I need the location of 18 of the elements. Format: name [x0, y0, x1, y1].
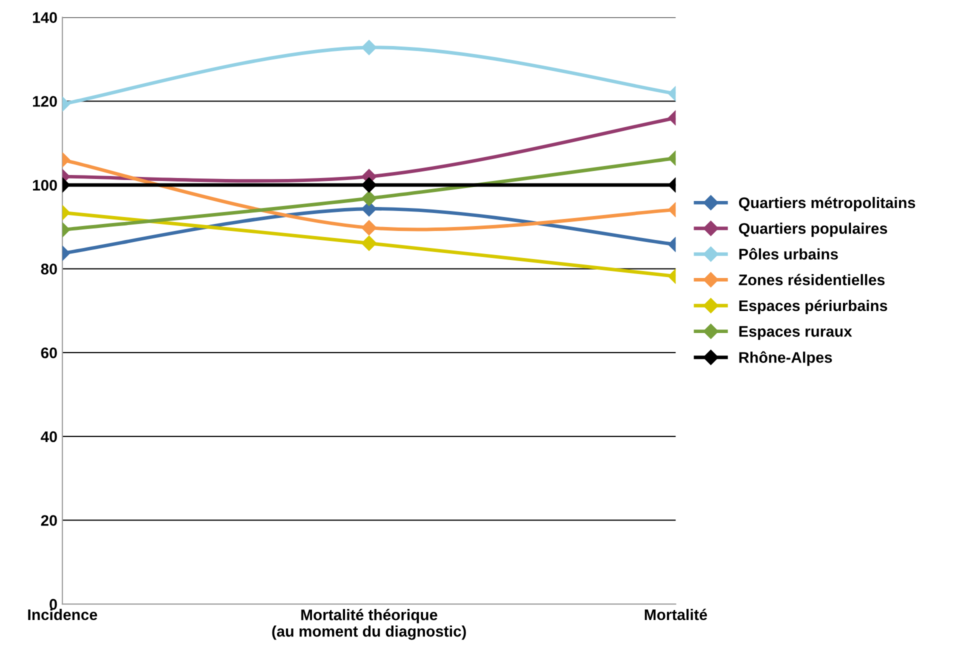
- legend-label: Quartiers populaires: [738, 222, 888, 237]
- x-tick-label: Incidence: [28, 608, 98, 620]
- legend-label: Zones résidentielles: [738, 274, 885, 286]
- y-tick-label: 80: [41, 264, 57, 274]
- y-tick-label: 0: [50, 598, 57, 610]
- legend-label: Quartiers métropolitains: [738, 196, 916, 212]
- x-tick-label: Mortalité théorique (au moment du diagnostic): [272, 608, 466, 640]
- y-tick-label: 100: [33, 180, 57, 191]
- legend-label: Rhône-Alpes: [739, 351, 832, 366]
- y-tick-label: 20: [41, 515, 57, 526]
- y-tick-label: 140: [33, 12, 57, 23]
- y-tick-label: 40: [40, 431, 57, 442]
- y-tick-label: 60: [41, 347, 57, 358]
- legend-label: Espaces périurbains: [739, 300, 888, 314]
- y-tick-label: 120: [33, 96, 57, 107]
- legend-label: Pôles urbains: [739, 248, 838, 260]
- legend-label: Espaces ruraux: [739, 326, 852, 340]
- x-tick-label: Mortalité: [644, 608, 707, 620]
